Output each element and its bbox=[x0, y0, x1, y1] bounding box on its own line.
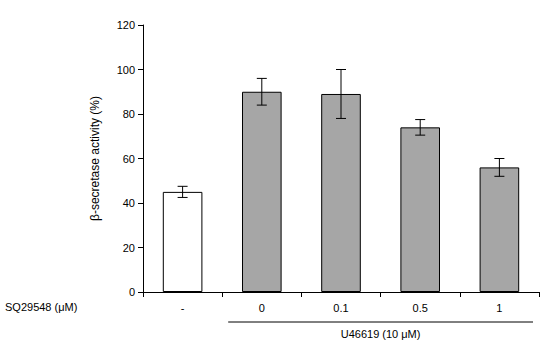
svg-text:SQ29548 (μM): SQ29548 (μM) bbox=[5, 301, 77, 313]
svg-text:120: 120 bbox=[117, 19, 135, 31]
svg-text:40: 40 bbox=[123, 197, 135, 209]
svg-text:-: - bbox=[181, 302, 185, 314]
svg-text:U46619 (10 μM): U46619 (10 μM) bbox=[341, 328, 421, 340]
svg-text:0.1: 0.1 bbox=[333, 302, 348, 314]
svg-text:0: 0 bbox=[259, 302, 265, 314]
svg-text:1: 1 bbox=[496, 302, 502, 314]
svg-text:20: 20 bbox=[123, 242, 135, 254]
svg-text:β-secretase activity (%): β-secretase activity (%) bbox=[88, 96, 102, 221]
svg-text:80: 80 bbox=[123, 108, 135, 120]
svg-text:100: 100 bbox=[117, 64, 135, 76]
svg-text:60: 60 bbox=[123, 153, 135, 165]
svg-text:0.5: 0.5 bbox=[413, 302, 428, 314]
svg-text:0: 0 bbox=[129, 286, 135, 298]
